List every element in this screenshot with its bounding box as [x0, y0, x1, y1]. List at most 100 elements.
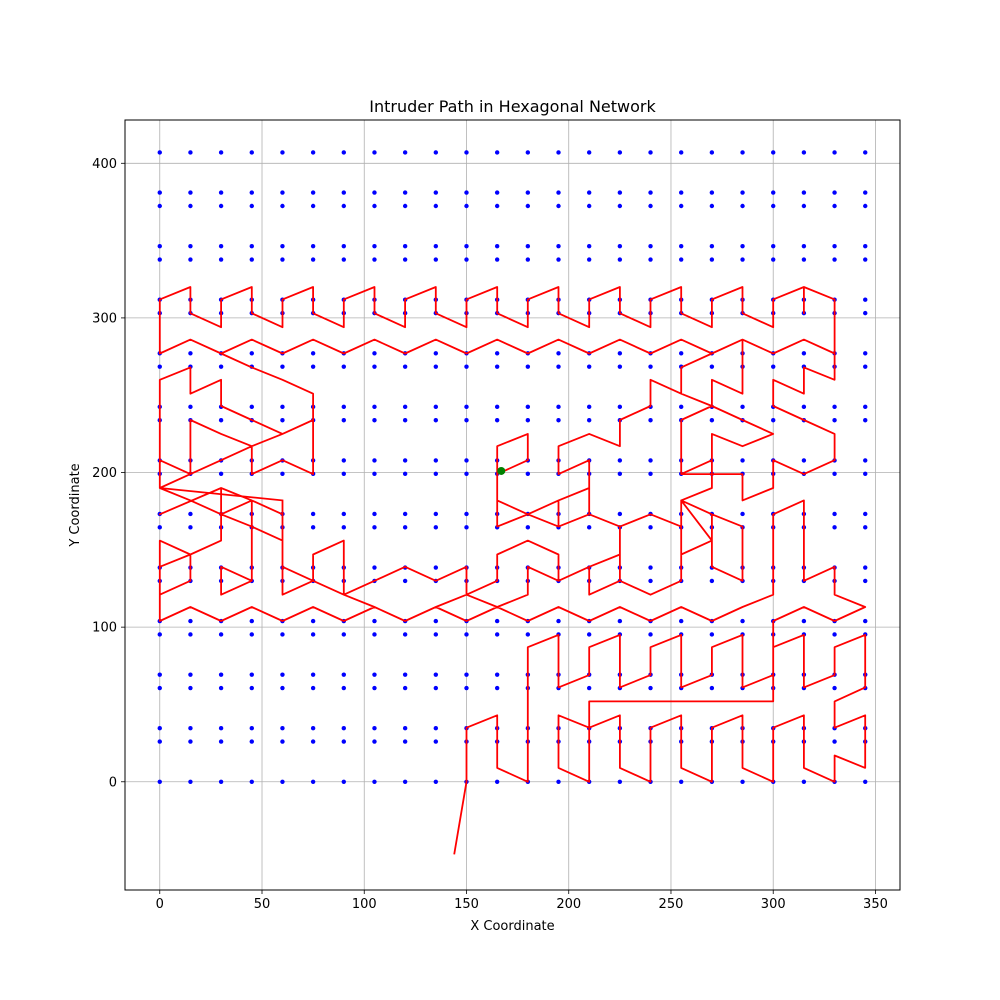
network-node — [556, 779, 561, 784]
network-node — [617, 458, 623, 463]
network-node — [740, 511, 745, 517]
network-node — [679, 203, 684, 209]
network-node — [740, 404, 745, 410]
network-node — [188, 632, 193, 637]
x-tick-label: 150 — [454, 897, 479, 912]
network-node — [801, 618, 807, 624]
network-node — [863, 458, 868, 463]
network-node — [556, 364, 561, 369]
network-node — [556, 257, 561, 262]
y-axis-label: Y Coordinate — [68, 463, 83, 547]
network-node — [402, 243, 408, 249]
network-node — [648, 578, 653, 584]
network-node — [863, 150, 868, 155]
network-node — [310, 672, 316, 677]
network-node — [402, 685, 408, 691]
network-node — [433, 511, 439, 517]
network-node — [341, 525, 346, 530]
network-node — [188, 672, 193, 677]
network-node — [863, 471, 868, 476]
network-node — [863, 404, 868, 410]
network-node — [433, 418, 439, 423]
network-node — [648, 471, 653, 476]
network-node — [832, 739, 837, 744]
network-node — [464, 632, 469, 637]
network-node — [648, 190, 653, 195]
network-node — [679, 257, 684, 262]
x-tick-label: 350 — [863, 897, 888, 912]
network-node — [648, 364, 653, 369]
network-node — [341, 257, 346, 262]
intruder-position-marker — [497, 466, 506, 475]
network-node — [832, 511, 837, 517]
network-node — [402, 418, 408, 423]
network-node — [617, 404, 623, 410]
network-node — [709, 190, 715, 195]
network-node — [188, 739, 193, 744]
network-node — [433, 726, 439, 731]
network-node — [556, 150, 561, 155]
network-node — [188, 525, 193, 530]
network-node — [863, 351, 868, 356]
network-node — [709, 418, 715, 423]
network-node — [372, 726, 377, 731]
network-node — [494, 618, 500, 624]
network-node — [341, 632, 346, 637]
network-node — [863, 618, 868, 624]
network-node — [372, 150, 377, 155]
network-node — [617, 471, 623, 476]
network-node — [218, 364, 224, 369]
network-node — [372, 739, 377, 744]
network-node — [249, 257, 254, 262]
network-node — [402, 511, 408, 517]
network-node — [771, 364, 776, 369]
y-tick-label: 200 — [92, 466, 117, 481]
network-node — [586, 257, 592, 262]
network-node — [740, 779, 745, 784]
network-node — [402, 458, 408, 463]
x-tick-label: 200 — [556, 897, 581, 912]
network-node — [249, 685, 254, 691]
network-node — [372, 511, 377, 517]
network-node — [402, 471, 408, 476]
network-node — [402, 404, 408, 410]
network-node — [464, 404, 469, 410]
network-node — [341, 203, 346, 209]
network-node — [494, 779, 500, 784]
network-node — [740, 458, 745, 463]
network-node — [740, 243, 745, 249]
network-node — [556, 618, 561, 624]
network-node — [280, 203, 285, 209]
network-node — [433, 618, 439, 624]
network-node — [556, 351, 561, 356]
network-node — [648, 150, 653, 155]
network-node — [280, 404, 285, 410]
network-node — [586, 203, 592, 209]
network-node — [617, 618, 623, 624]
network-node — [709, 364, 715, 369]
network-node — [648, 203, 653, 209]
network-node — [679, 243, 684, 249]
network-node — [648, 418, 653, 423]
y-tick-label: 300 — [92, 311, 117, 326]
network-node — [494, 404, 500, 410]
network-node — [280, 726, 285, 731]
network-node — [863, 511, 868, 517]
network-node — [771, 203, 776, 209]
network-node — [679, 779, 684, 784]
x-tick-label: 0 — [156, 897, 164, 912]
network-node — [341, 471, 346, 476]
network-node — [494, 257, 500, 262]
x-tick-label: 100 — [352, 897, 377, 912]
network-node — [310, 150, 316, 155]
network-node — [372, 418, 377, 423]
network-node — [464, 243, 469, 249]
network-node — [188, 726, 193, 731]
network-node — [157, 364, 162, 369]
network-node — [310, 351, 316, 356]
network-node — [218, 150, 224, 155]
network-node — [617, 511, 623, 517]
network-node — [433, 779, 439, 784]
network-node — [832, 150, 837, 155]
network-node — [402, 578, 408, 584]
